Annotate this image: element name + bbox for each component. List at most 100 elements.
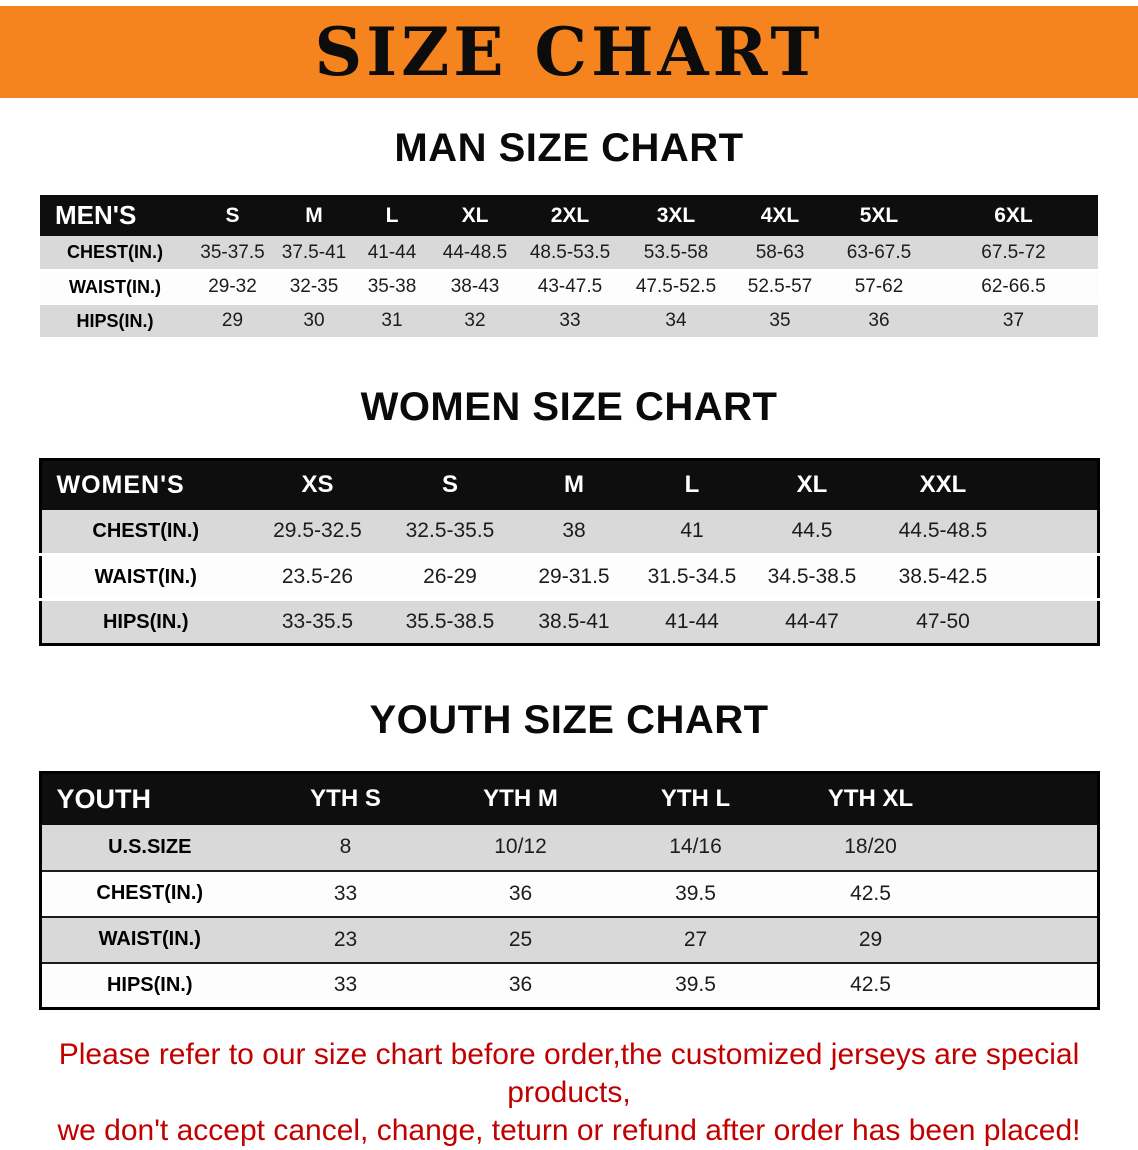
table-cell: 38-43 <box>450 276 500 297</box>
table-cell: 37 <box>1002 310 1025 331</box>
table-row: CHEST(IN.) 35-37.5 37.5-41 41-44 44-48.5… <box>40 236 1098 270</box>
youth-size-table: YOUTH YTH S YTH M YTH L YTH XL U.S.SIZE … <box>38 771 1100 1010</box>
table-cell: 47-50 <box>916 610 970 633</box>
column-header: XL <box>461 203 489 227</box>
table-cell: 25 <box>508 927 533 951</box>
table-cell: 37.5-41 <box>281 241 347 263</box>
disclaimer-line-2: we don't accept cancel, change, teturn o… <box>57 1114 1081 1147</box>
men-size-table: MEN'S S M L XL 2XL 3XL 4XL 5XL 6XL CHEST… <box>40 195 1098 339</box>
table-cell: 18/20 <box>844 835 897 858</box>
column-header: L <box>385 203 399 227</box>
table-cell: 39.5 <box>675 881 716 905</box>
table-cell: 23 <box>333 927 358 951</box>
table-row: HIPS(IN.) 33-35.5 35.5-38.5 38.5-41 41-4… <box>40 599 1098 645</box>
table-cell: 39.5 <box>675 973 716 997</box>
table-cell: 32-35 <box>289 276 339 297</box>
table-cell: 34.5-38.5 <box>767 565 857 588</box>
table-cell: 29.5-32.5 <box>273 519 362 543</box>
table-cell: 44.5 <box>791 519 833 543</box>
spacer-cell <box>1013 555 1098 600</box>
table-cell: 41-44 <box>665 610 719 633</box>
row-label: HIPS(IN.) <box>102 610 189 633</box>
column-header: XS <box>301 471 334 499</box>
youth-table-title: YOUTH <box>56 783 152 814</box>
table-cell: 35.5-38.5 <box>405 610 495 633</box>
table-cell: 48.5-53.5 <box>529 241 611 263</box>
table-row: U.S.SIZE 8 10/12 14/16 18/20 <box>40 824 1098 871</box>
youth-section-heading: YOUTH SIZE CHART <box>369 698 769 742</box>
table-cell: 41 <box>680 519 704 543</box>
table-cell: 57-62 <box>854 276 904 297</box>
table-cell: 36 <box>868 310 890 331</box>
column-header: L <box>684 471 700 499</box>
row-label: CHEST(IN.) <box>92 519 200 542</box>
spacer-cell <box>958 871 1098 917</box>
row-label: WAIST(IN.) <box>94 565 197 588</box>
table-cell: 38.5-42.5 <box>898 565 988 588</box>
table-cell: 29-31.5 <box>538 565 610 588</box>
spacer-cell <box>958 963 1098 1009</box>
row-label: CHEST(IN.) <box>96 882 204 904</box>
table-cell: 27 <box>683 927 708 951</box>
spacer-cell <box>1013 600 1098 645</box>
table-cell: 43-47.5 <box>537 276 603 297</box>
column-header: M <box>305 203 323 227</box>
table-cell: 10/12 <box>494 835 547 858</box>
spacer-cell <box>1013 510 1098 555</box>
women-header-row: WOMEN'S XS S M L XL XXL <box>40 459 1098 510</box>
table-cell: 47.5-52.5 <box>635 276 717 297</box>
table-cell: 42.5 <box>850 973 891 997</box>
table-cell: 53.5-58 <box>643 241 709 263</box>
women-size-section: WOMEN SIZE CHART WOMEN'S XS S M L XL XXL… <box>0 385 1138 646</box>
men-section-heading: MAN SIZE CHART <box>394 126 744 170</box>
table-cell: 26-29 <box>423 565 477 588</box>
youth-header-row: YOUTH YTH S YTH M YTH L YTH XL <box>40 772 1098 825</box>
table-row: HIPS(IN.) 29 30 31 32 33 34 35 36 37 <box>40 304 1098 338</box>
column-header: YTH S <box>310 785 381 813</box>
column-header: 4XL <box>760 203 800 227</box>
table-cell: 29 <box>221 310 244 331</box>
table-cell: 30 <box>303 310 325 331</box>
table-cell: 33-35.5 <box>281 610 354 633</box>
table-cell: 34 <box>665 310 687 331</box>
men-header-row: MEN'S S M L XL 2XL 3XL 4XL 5XL 6XL <box>40 195 1098 236</box>
table-cell: 62-66.5 <box>981 276 1046 297</box>
table-row: WAIST(IN.) 23.5-26 26-29 29-31.5 31.5-34… <box>40 554 1098 600</box>
table-row: WAIST(IN.) 29-32 32-35 35-38 38-43 43-47… <box>40 270 1098 304</box>
table-cell: 44-48.5 <box>442 241 508 263</box>
table-row: CHEST(IN.) 33 36 39.5 42.5 <box>40 870 1098 917</box>
table-cell: 31 <box>381 310 403 331</box>
row-label: CHEST(IN.) <box>67 242 163 262</box>
table-row: HIPS(IN.) 33 36 39.5 42.5 <box>40 962 1098 1009</box>
spacer-cell <box>958 917 1098 963</box>
table-cell: 33 <box>333 973 358 997</box>
column-header: YTH L <box>660 785 731 813</box>
women-section-heading: WOMEN SIZE CHART <box>360 385 778 429</box>
column-header: YTH XL <box>827 785 914 813</box>
table-cell: 38 <box>562 519 586 543</box>
column-header: 5XL <box>859 203 899 227</box>
row-label: HIPS(IN.) <box>76 310 154 331</box>
table-cell: 63-67.5 <box>846 241 912 263</box>
table-cell: 33 <box>333 881 358 905</box>
row-label: U.S.SIZE <box>108 835 192 858</box>
table-cell: 38.5-41 <box>538 610 610 633</box>
row-label: WAIST(IN.) <box>69 276 161 297</box>
column-header: 2XL <box>550 203 590 227</box>
youth-size-section: YOUTH SIZE CHART YOUTH YTH S YTH M YTH L… <box>0 698 1138 1010</box>
table-cell: 42.5 <box>850 881 891 905</box>
spacer-cell <box>958 825 1098 871</box>
disclaimer: Please refer to our size chart before or… <box>0 1036 1138 1150</box>
spacer-cell <box>1013 460 1098 510</box>
table-cell: 23.5-26 <box>281 565 354 588</box>
women-size-table: WOMEN'S XS S M L XL XXL CHEST(IN.) 29.5-… <box>38 458 1100 646</box>
column-header: M <box>564 471 584 499</box>
spacer-cell <box>958 773 1098 825</box>
column-header: S <box>225 203 240 227</box>
table-cell: 44-47 <box>785 610 839 633</box>
men-size-section: MAN SIZE CHART MEN'S S M L XL 2XL 3XL 4X… <box>0 126 1138 339</box>
column-header: XXL <box>919 471 967 499</box>
table-cell: 33 <box>559 310 581 331</box>
table-cell: 31.5-34.5 <box>647 565 737 588</box>
table-cell: 32 <box>464 310 486 331</box>
